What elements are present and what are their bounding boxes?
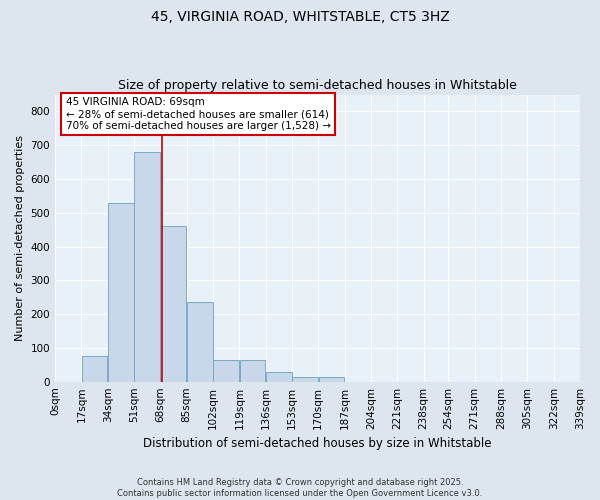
- Y-axis label: Number of semi-detached properties: Number of semi-detached properties: [15, 135, 25, 341]
- X-axis label: Distribution of semi-detached houses by size in Whitstable: Distribution of semi-detached houses by …: [143, 437, 492, 450]
- Title: Size of property relative to semi-detached houses in Whitstable: Size of property relative to semi-detach…: [118, 79, 517, 92]
- Bar: [239, 360, 265, 382]
- Text: 45, VIRGINIA ROAD, WHITSTABLE, CT5 3HZ: 45, VIRGINIA ROAD, WHITSTABLE, CT5 3HZ: [151, 10, 449, 24]
- Bar: [187, 302, 213, 382]
- Bar: [161, 226, 187, 382]
- Bar: [82, 356, 107, 382]
- Bar: [319, 376, 344, 382]
- Text: 45 VIRGINIA ROAD: 69sqm
← 28% of semi-detached houses are smaller (614)
70% of s: 45 VIRGINIA ROAD: 69sqm ← 28% of semi-de…: [65, 98, 331, 130]
- Bar: [292, 376, 318, 382]
- Bar: [134, 152, 160, 382]
- Bar: [266, 372, 292, 382]
- Text: Contains HM Land Registry data © Crown copyright and database right 2025.
Contai: Contains HM Land Registry data © Crown c…: [118, 478, 482, 498]
- Bar: [213, 360, 239, 382]
- Bar: [108, 202, 134, 382]
